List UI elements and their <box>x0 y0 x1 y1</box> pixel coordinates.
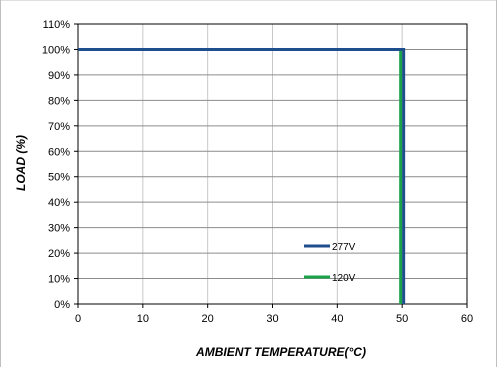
y-tick-label: 30% <box>48 223 70 235</box>
y-tick-label: 90% <box>48 70 70 82</box>
y-tick-label: 60% <box>48 146 70 158</box>
x-tick-label: 30 <box>266 313 278 325</box>
y-tick-label: 70% <box>48 121 70 133</box>
legend-label: 277V <box>332 242 356 253</box>
y-tick-label: 40% <box>48 197 70 209</box>
y-tick-label: 50% <box>48 172 70 184</box>
x-axis-label: AMBIENT TEMPERATURE(°C) <box>195 345 366 359</box>
x-tick-label: 40 <box>331 313 343 325</box>
x-tick-label: 0 <box>75 313 81 325</box>
y-axis-label: LOAD (%) <box>14 135 28 191</box>
x-tick-label: 10 <box>137 313 149 325</box>
x-tick-label: 60 <box>461 313 473 325</box>
legend-label: 120V <box>332 273 356 284</box>
y-tick-label: 0% <box>54 299 70 311</box>
series-line-277v <box>78 47 406 304</box>
y-tick-label: 110% <box>43 19 71 31</box>
y-tick-label: 100% <box>42 44 70 56</box>
x-tick-labels: 0 10 20 30 40 50 60 <box>75 304 473 325</box>
y-tick-label: 80% <box>48 95 70 107</box>
x-tick-label: 20 <box>202 313 214 325</box>
legend: 277V 120V <box>304 242 356 284</box>
x-tick-label: 50 <box>396 313 408 325</box>
y-tick-label: 10% <box>48 274 70 286</box>
y-tick-labels: 0% 10% 20% 30% 40% 50% 60% 70% 80% 90% 100% 110% <box>42 19 78 311</box>
series-layer <box>78 47 406 304</box>
y-tick-label: 20% <box>48 248 70 260</box>
